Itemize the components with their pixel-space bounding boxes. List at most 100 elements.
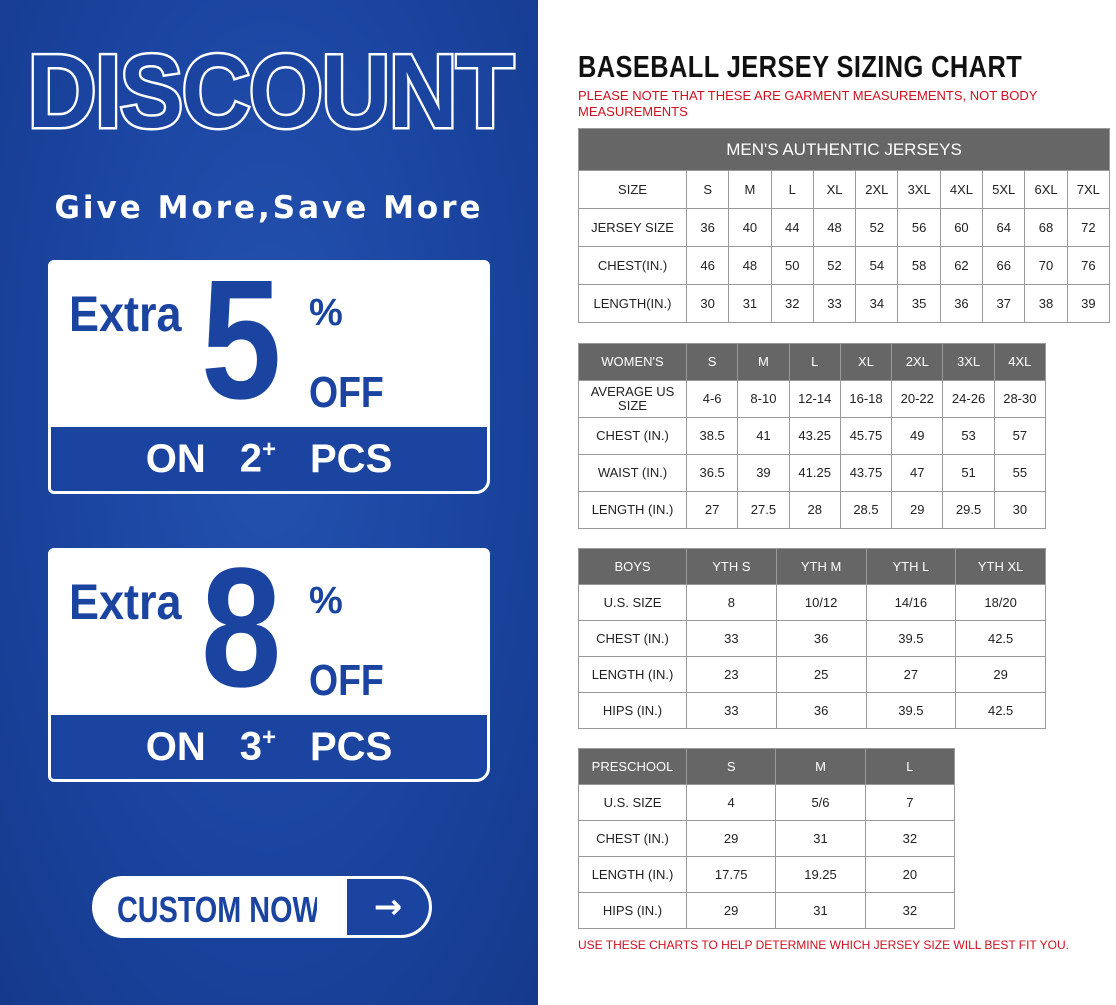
qty-value: 2 bbox=[239, 436, 262, 481]
womens-size-table: WOMEN'S S M L XL 2XL 3XL 4XL AVERAGE US SIZE 4-6 8… bbox=[578, 343, 1047, 529]
offer-extra: Extra bbox=[69, 286, 182, 342]
table-cell: 57 bbox=[993, 417, 1047, 455]
table-cell: 32 bbox=[864, 892, 956, 929]
row-label: LENGTH(IN.) bbox=[578, 284, 687, 323]
qty-plus: + bbox=[261, 724, 276, 752]
row-label: JERSEY SIZE bbox=[578, 208, 687, 247]
column-header: 7XL bbox=[1066, 170, 1111, 209]
table-cell: 36 bbox=[685, 208, 730, 247]
offer-qty: 2+ bbox=[240, 436, 276, 481]
column-header: 5XL bbox=[982, 170, 1026, 209]
table-cell: 44 bbox=[770, 208, 814, 247]
column-header: S bbox=[685, 748, 777, 785]
table-cell: 19.25 bbox=[775, 856, 866, 893]
table-cell: 42.5 bbox=[955, 692, 1046, 729]
discount-text: DISCOUNT bbox=[25, 32, 516, 153]
table-cell: 5/6 bbox=[775, 784, 866, 821]
column-header: XL bbox=[812, 170, 857, 209]
table-cell: 34 bbox=[855, 284, 899, 323]
column-header: 4XL bbox=[939, 170, 984, 209]
table-cell: 38 bbox=[1024, 284, 1068, 323]
offer-number: 8 bbox=[201, 548, 282, 713]
qty-value: 3 bbox=[239, 724, 262, 769]
table-cell: 31 bbox=[728, 284, 772, 323]
table-cell: 70 bbox=[1024, 246, 1068, 285]
column-header: L bbox=[788, 343, 841, 381]
arrow-right-icon: → bbox=[347, 879, 429, 935]
offer-card-5: Extra 5 % OFF ON 2+ PCS bbox=[48, 260, 490, 494]
table-cell: 58 bbox=[897, 246, 941, 285]
row-label: WAIST (IN.) bbox=[578, 454, 687, 492]
column-header: M bbox=[737, 343, 790, 381]
table-cell: 37 bbox=[982, 284, 1026, 323]
table-cell: 27 bbox=[685, 491, 739, 529]
row-label: U.S. SIZE bbox=[578, 784, 687, 821]
column-header: YTH S bbox=[686, 548, 777, 585]
column-header: L bbox=[770, 170, 814, 209]
column-header: YTH L bbox=[865, 548, 957, 585]
table-row: CHEST (IN.) 38.5 41 43.25 45.75 49 53 57 bbox=[578, 417, 1047, 455]
table-row: LENGTH(IN.) 30 31 32 33 34 35 36 37 38 39 bbox=[578, 284, 1111, 323]
row-label: CHEST (IN.) bbox=[578, 620, 687, 657]
table-row: CHEST (IN.) 29 31 32 bbox=[578, 820, 956, 857]
table-cell: 41 bbox=[737, 417, 790, 455]
table-cell: 68 bbox=[1024, 208, 1068, 247]
offer-extra: Extra bbox=[69, 574, 182, 630]
chart-footer: USE THESE CHARTS TO HELP DETERMINE WHICH… bbox=[578, 938, 1070, 952]
table-cell: 31 bbox=[775, 892, 866, 929]
table-cell: 55 bbox=[993, 454, 1047, 492]
column-header: BOYS bbox=[578, 548, 687, 585]
boys-size-table: BOYS YTH S YTH M YTH L YTH XL U.S. SIZE 8 10/12… bbox=[578, 548, 1046, 729]
table-cell: 39.5 bbox=[865, 620, 957, 657]
table-cell: 39 bbox=[737, 454, 790, 492]
table-row: CHEST(IN.) 46 48 50 52 54 58 62 66 70 76 bbox=[578, 246, 1111, 285]
table-cell: 27.5 bbox=[737, 491, 790, 529]
table-header-row: SIZE S M L XL 2XL 3XL 4XL 5XL 6XL 7XL bbox=[578, 170, 1111, 209]
table-cell: 24-26 bbox=[942, 380, 995, 418]
table-cell: 41.25 bbox=[788, 454, 841, 492]
table-cell: 29 bbox=[891, 491, 944, 529]
offer-pcs: PCS bbox=[310, 724, 393, 769]
table-cell: 28.5 bbox=[839, 491, 893, 529]
table-cell: 18/20 bbox=[955, 584, 1046, 621]
column-header: M bbox=[775, 748, 866, 785]
column-header: S bbox=[685, 170, 730, 209]
preschool-size-table: PRESCHOOL S M L U.S. SIZE 4 5/6 7 CHEST (IN.) 29 3… bbox=[578, 748, 956, 929]
row-label: LENGTH (IN.) bbox=[578, 856, 687, 893]
table-cell: 4 bbox=[685, 784, 777, 821]
table-cell: 29 bbox=[685, 892, 777, 929]
table-cell: 53 bbox=[942, 417, 995, 455]
offer-percent: % bbox=[309, 292, 343, 334]
table-cell: 33 bbox=[812, 284, 857, 323]
table-cell: 20-22 bbox=[891, 380, 944, 418]
table-cell: 66 bbox=[982, 246, 1026, 285]
custom-now-button[interactable]: CUSTOM NOW → bbox=[92, 876, 432, 938]
offer-band: ON 3+ PCS bbox=[51, 715, 487, 779]
tagline: Give More,Save More bbox=[54, 190, 484, 226]
custom-now-label: CUSTOM NOW bbox=[117, 889, 317, 930]
table-cell: 52 bbox=[812, 246, 857, 285]
table-cell: 12-14 bbox=[788, 380, 841, 418]
row-label: HIPS (IN.) bbox=[578, 892, 687, 929]
column-header: 4XL bbox=[993, 343, 1047, 381]
table-cell: 29 bbox=[955, 656, 1046, 693]
table-cell: 56 bbox=[897, 208, 941, 247]
table-row: CHEST (IN.) 33 36 39.5 42.5 bbox=[578, 620, 1046, 657]
table-cell: 14/16 bbox=[865, 584, 957, 621]
column-header: 3XL bbox=[897, 170, 941, 209]
table-cell: 51 bbox=[942, 454, 995, 492]
column-header: WOMEN'S bbox=[578, 343, 687, 381]
chart-note: PLEASE NOTE THAT THESE ARE GARMENT MEASU… bbox=[578, 88, 1038, 119]
table-cell: 31 bbox=[775, 820, 866, 857]
table-cell: 27 bbox=[865, 656, 957, 693]
offer-off: OFF bbox=[309, 368, 384, 417]
table-cell: 32 bbox=[770, 284, 814, 323]
offer-card-8: Extra 8 % OFF ON 3+ PCS bbox=[48, 548, 490, 782]
row-label: CHEST (IN.) bbox=[578, 820, 687, 857]
row-label: HIPS (IN.) bbox=[578, 692, 687, 729]
table-header-row: PRESCHOOL S M L bbox=[578, 748, 956, 785]
table-cell: 8-10 bbox=[737, 380, 790, 418]
table-cell: 76 bbox=[1066, 246, 1111, 285]
table-cell: 4-6 bbox=[685, 380, 739, 418]
column-header: 2XL bbox=[855, 170, 899, 209]
